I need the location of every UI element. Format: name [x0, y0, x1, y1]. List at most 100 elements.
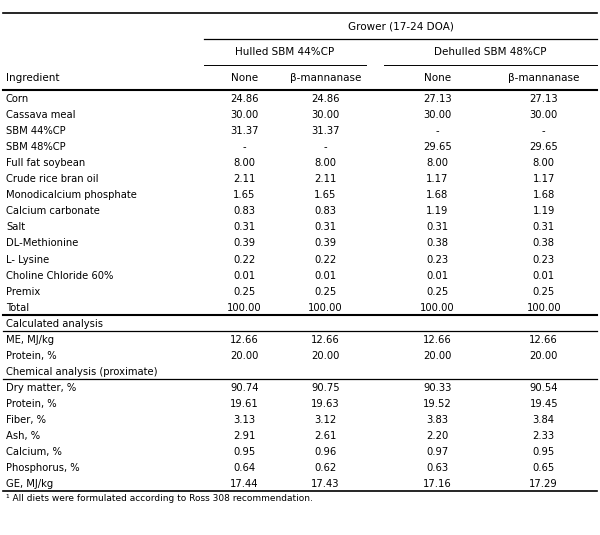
Text: Calculated analysis: Calculated analysis	[6, 319, 103, 328]
Text: Salt: Salt	[6, 223, 25, 233]
Text: 20.00: 20.00	[530, 351, 558, 361]
Text: Calcium carbonate: Calcium carbonate	[6, 207, 100, 217]
Text: SBM 48%CP: SBM 48%CP	[6, 142, 65, 152]
Text: Crude rice bran oil: Crude rice bran oil	[6, 174, 98, 185]
Text: 0.95: 0.95	[233, 447, 256, 457]
Text: 0.62: 0.62	[314, 463, 337, 473]
Text: 19.63: 19.63	[311, 399, 340, 409]
Text: Calcium, %: Calcium, %	[6, 447, 62, 457]
Text: None: None	[424, 73, 451, 83]
Text: 1.19: 1.19	[533, 207, 555, 217]
Text: Phosphorus, %: Phosphorus, %	[6, 463, 80, 473]
Text: Dry matter, %: Dry matter, %	[6, 383, 76, 393]
Text: Monodicalcium phosphate: Monodicalcium phosphate	[6, 190, 137, 201]
Text: 2.33: 2.33	[533, 431, 555, 441]
Text: 19.61: 19.61	[230, 399, 259, 409]
Text: 2.11: 2.11	[314, 174, 337, 185]
Text: 0.25: 0.25	[314, 287, 337, 296]
Text: Dehulled SBM 48%CP: Dehulled SBM 48%CP	[434, 48, 547, 57]
Text: 90.74: 90.74	[230, 383, 259, 393]
Text: 3.84: 3.84	[533, 415, 555, 425]
Text: 27.13: 27.13	[423, 94, 452, 104]
Text: 0.01: 0.01	[314, 271, 337, 280]
Text: 2.91: 2.91	[233, 431, 256, 441]
Text: 1.19: 1.19	[426, 207, 448, 217]
Text: ¹ All diets were formulated according to Ross 308 recommendation.: ¹ All diets were formulated according to…	[6, 494, 313, 503]
Text: 30.00: 30.00	[230, 110, 259, 120]
Text: 0.83: 0.83	[233, 207, 256, 217]
Text: 1.68: 1.68	[533, 190, 555, 201]
Text: 30.00: 30.00	[311, 110, 340, 120]
Text: Protein, %: Protein, %	[6, 351, 56, 361]
Text: 20.00: 20.00	[230, 351, 259, 361]
Text: 30.00: 30.00	[423, 110, 451, 120]
Text: 1.65: 1.65	[233, 190, 256, 201]
Text: 0.38: 0.38	[533, 239, 555, 248]
Text: Protein, %: Protein, %	[6, 399, 56, 409]
Text: 17.43: 17.43	[311, 479, 340, 489]
Text: 30.00: 30.00	[530, 110, 558, 120]
Text: 0.23: 0.23	[426, 255, 448, 264]
Text: 0.39: 0.39	[233, 239, 256, 248]
Text: 31.37: 31.37	[230, 126, 259, 136]
Text: 17.16: 17.16	[423, 479, 452, 489]
Text: 0.65: 0.65	[533, 463, 555, 473]
Text: 100.00: 100.00	[308, 303, 343, 312]
Text: 100.00: 100.00	[227, 303, 262, 312]
Text: Chemical analysis (proximate): Chemical analysis (proximate)	[6, 366, 157, 377]
Text: Hulled SBM 44%CP: Hulled SBM 44%CP	[235, 48, 335, 57]
Text: Full fat soybean: Full fat soybean	[6, 158, 85, 169]
Text: 3.83: 3.83	[426, 415, 448, 425]
Text: 0.25: 0.25	[233, 287, 256, 296]
Text: 0.64: 0.64	[233, 463, 256, 473]
Text: Cassava meal: Cassava meal	[6, 110, 76, 120]
Text: 2.61: 2.61	[314, 431, 337, 441]
Text: 0.97: 0.97	[426, 447, 448, 457]
Text: 0.22: 0.22	[314, 255, 337, 264]
Text: 90.54: 90.54	[530, 383, 558, 393]
Text: 0.01: 0.01	[533, 271, 555, 280]
Text: 8.00: 8.00	[533, 158, 555, 169]
Text: 0.31: 0.31	[533, 223, 555, 233]
Text: 1.68: 1.68	[426, 190, 448, 201]
Text: 19.45: 19.45	[529, 399, 558, 409]
Text: 8.00: 8.00	[233, 158, 256, 169]
Text: DL-Methionine: DL-Methionine	[6, 239, 79, 248]
Text: GE, MJ/kg: GE, MJ/kg	[6, 479, 53, 489]
Text: ME, MJ/kg: ME, MJ/kg	[6, 335, 54, 345]
Text: 0.22: 0.22	[233, 255, 256, 264]
Text: 0.23: 0.23	[533, 255, 555, 264]
Text: 27.13: 27.13	[529, 94, 558, 104]
Text: 17.44: 17.44	[230, 479, 259, 489]
Text: 0.25: 0.25	[426, 287, 448, 296]
Text: 1.17: 1.17	[533, 174, 555, 185]
Text: 2.20: 2.20	[426, 431, 448, 441]
Text: 0.31: 0.31	[314, 223, 337, 233]
Text: Ingredient: Ingredient	[6, 73, 59, 83]
Text: Premix: Premix	[6, 287, 40, 296]
Text: 0.01: 0.01	[426, 271, 448, 280]
Text: 31.37: 31.37	[311, 126, 340, 136]
Text: 20.00: 20.00	[311, 351, 340, 361]
Text: 2.11: 2.11	[233, 174, 256, 185]
Text: -: -	[323, 142, 328, 152]
Text: 8.00: 8.00	[314, 158, 337, 169]
Text: SBM 44%CP: SBM 44%CP	[6, 126, 65, 136]
Text: 3.12: 3.12	[314, 415, 337, 425]
Text: 0.25: 0.25	[533, 287, 555, 296]
Text: -: -	[542, 126, 545, 136]
Text: 17.29: 17.29	[529, 479, 558, 489]
Text: 0.96: 0.96	[314, 447, 337, 457]
Text: 24.86: 24.86	[311, 94, 340, 104]
Text: 24.86: 24.86	[230, 94, 259, 104]
Text: 0.38: 0.38	[426, 239, 448, 248]
Text: 12.66: 12.66	[311, 335, 340, 345]
Text: L- Lysine: L- Lysine	[6, 255, 49, 264]
Text: 0.01: 0.01	[233, 271, 256, 280]
Text: 0.63: 0.63	[426, 463, 448, 473]
Text: 8.00: 8.00	[426, 158, 448, 169]
Text: Ash, %: Ash, %	[6, 431, 40, 441]
Text: β-mannanase: β-mannanase	[290, 73, 361, 83]
Text: 0.31: 0.31	[426, 223, 448, 233]
Text: 1.17: 1.17	[426, 174, 448, 185]
